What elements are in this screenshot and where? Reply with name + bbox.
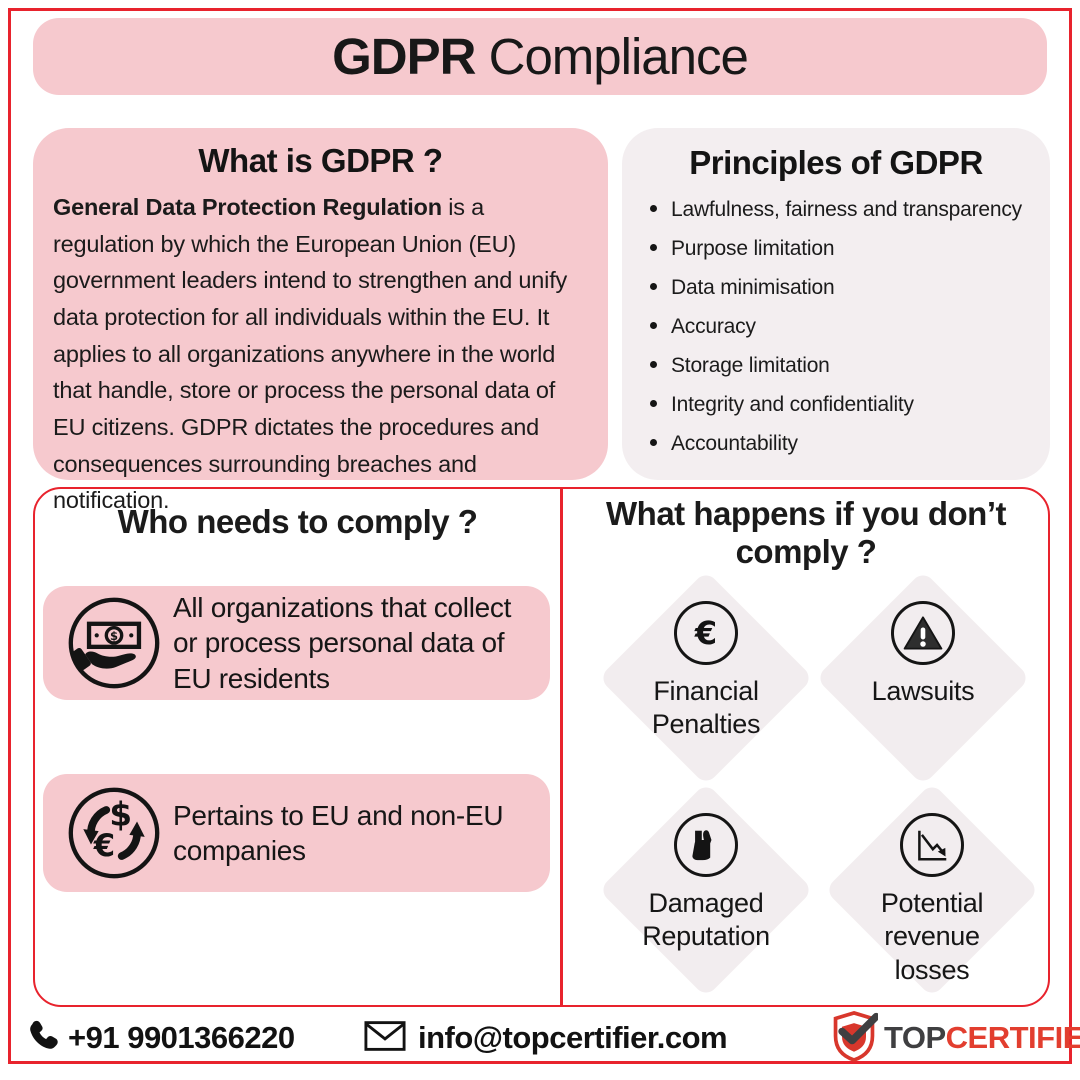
list-item: Accountability — [650, 432, 1034, 456]
page-border — [8, 8, 1072, 1064]
compliance-section: Who needs to comply ? $ All organization… — [33, 487, 1050, 1007]
who-card-organizations: $ All organizations that collect or proc… — [43, 586, 550, 700]
euro-icon: € — [674, 601, 738, 665]
section-divider — [560, 489, 563, 1005]
consequence-financial-penalties: € Financial Penalties — [599, 571, 813, 785]
phone-contact: +91 9901366220 — [26, 1014, 295, 1062]
currency-exchange-icon: $ € — [55, 785, 173, 881]
who-card-text: Pertains to EU and non-EU companies — [173, 799, 504, 866]
svg-text:$: $ — [110, 629, 118, 643]
who-card-companies: $ € Pertains to EU and non-EU companies — [43, 774, 550, 892]
bullet-icon — [650, 283, 657, 290]
bullet-icon — [650, 439, 657, 446]
svg-text:€: € — [93, 828, 115, 864]
bullet-icon — [650, 400, 657, 407]
consequence-label: Lawsuits — [871, 676, 975, 706]
list-item: Storage limitation — [650, 354, 1034, 378]
what-is-gdpr-body: General Data Protection Regulation is a … — [53, 189, 588, 519]
svg-text:$: $ — [109, 795, 132, 833]
consequence-revenue-losses: Potential revenue losses — [825, 783, 1039, 997]
principles-title: Principles of GDPR — [689, 144, 983, 181]
what-is-gdpr-lead: General Data Protection Regulation — [53, 194, 442, 220]
consequence-label: Damaged Reputation — [642, 888, 770, 952]
consequence-lawsuits: Lawsuits — [816, 571, 1030, 785]
topcertifier-logo: TOPCERTIFIER — [830, 1010, 1080, 1066]
warning-icon — [891, 601, 955, 665]
what-is-gdpr-title: What is GDPR ? — [198, 142, 443, 179]
page-title-light: Compliance — [475, 28, 749, 85]
shield-check-icon — [830, 1009, 880, 1068]
principles-list: Lawfulness, fairness and transparency Pu… — [638, 198, 1034, 456]
email-contact: info@topcertifier.com — [364, 1014, 728, 1062]
email-address: info@topcertifier.com — [418, 1020, 728, 1055]
bullet-icon — [650, 322, 657, 329]
header-banner: GDPR Compliance — [33, 18, 1047, 95]
logo-wordmark: TOPCERTIFIER — [884, 1020, 1080, 1056]
bullet-icon — [650, 244, 657, 251]
bullet-icon — [650, 361, 657, 368]
who-card-text: All organizations that collect or proces… — [173, 592, 512, 694]
consequence-label: Financial Penalties — [651, 676, 761, 740]
phone-number: +91 9901366220 — [68, 1020, 295, 1055]
money-in-hand-icon: $ — [55, 595, 173, 691]
page-title-bold: GDPR — [332, 28, 476, 85]
consequences-title: What happens if you don’t comply ? — [562, 495, 1050, 572]
thumbs-down-icon — [674, 813, 738, 877]
list-item: Accuracy — [650, 315, 1034, 339]
consequence-label: Potential revenue losses — [880, 888, 984, 985]
bullet-icon — [650, 205, 657, 212]
list-item: Data minimisation — [650, 276, 1034, 300]
declining-chart-icon — [900, 813, 964, 877]
page-title: GDPR Compliance — [332, 27, 749, 86]
what-is-gdpr-panel: What is GDPR ? General Data Protection R… — [33, 128, 608, 513]
svg-text:€: € — [694, 614, 717, 652]
what-is-gdpr-text: is a regulation by which the European Un… — [53, 194, 568, 514]
phone-icon — [26, 1019, 60, 1058]
list-item: Lawfulness, fairness and transparency — [650, 198, 1034, 222]
list-item: Purpose limitation — [650, 237, 1034, 261]
logo-certifier-text: CERTIFIER — [945, 1020, 1080, 1055]
list-item: Integrity and confidentiality — [650, 393, 1034, 417]
who-needs-title: Who needs to comply ? — [117, 503, 478, 540]
footer: +91 9901366220 info@topcertifier.com TOP… — [0, 1010, 1080, 1066]
principles-panel: Principles of GDPR Lawfulness, fairness … — [622, 128, 1050, 480]
logo-top-text: TOP — [884, 1020, 946, 1055]
consequences-title-line2: comply ? — [735, 533, 877, 571]
consequences-title-line1: What happens if you don’t — [606, 495, 1006, 532]
envelope-icon — [364, 1019, 406, 1058]
consequence-damaged-reputation: Damaged Reputation — [599, 783, 813, 997]
